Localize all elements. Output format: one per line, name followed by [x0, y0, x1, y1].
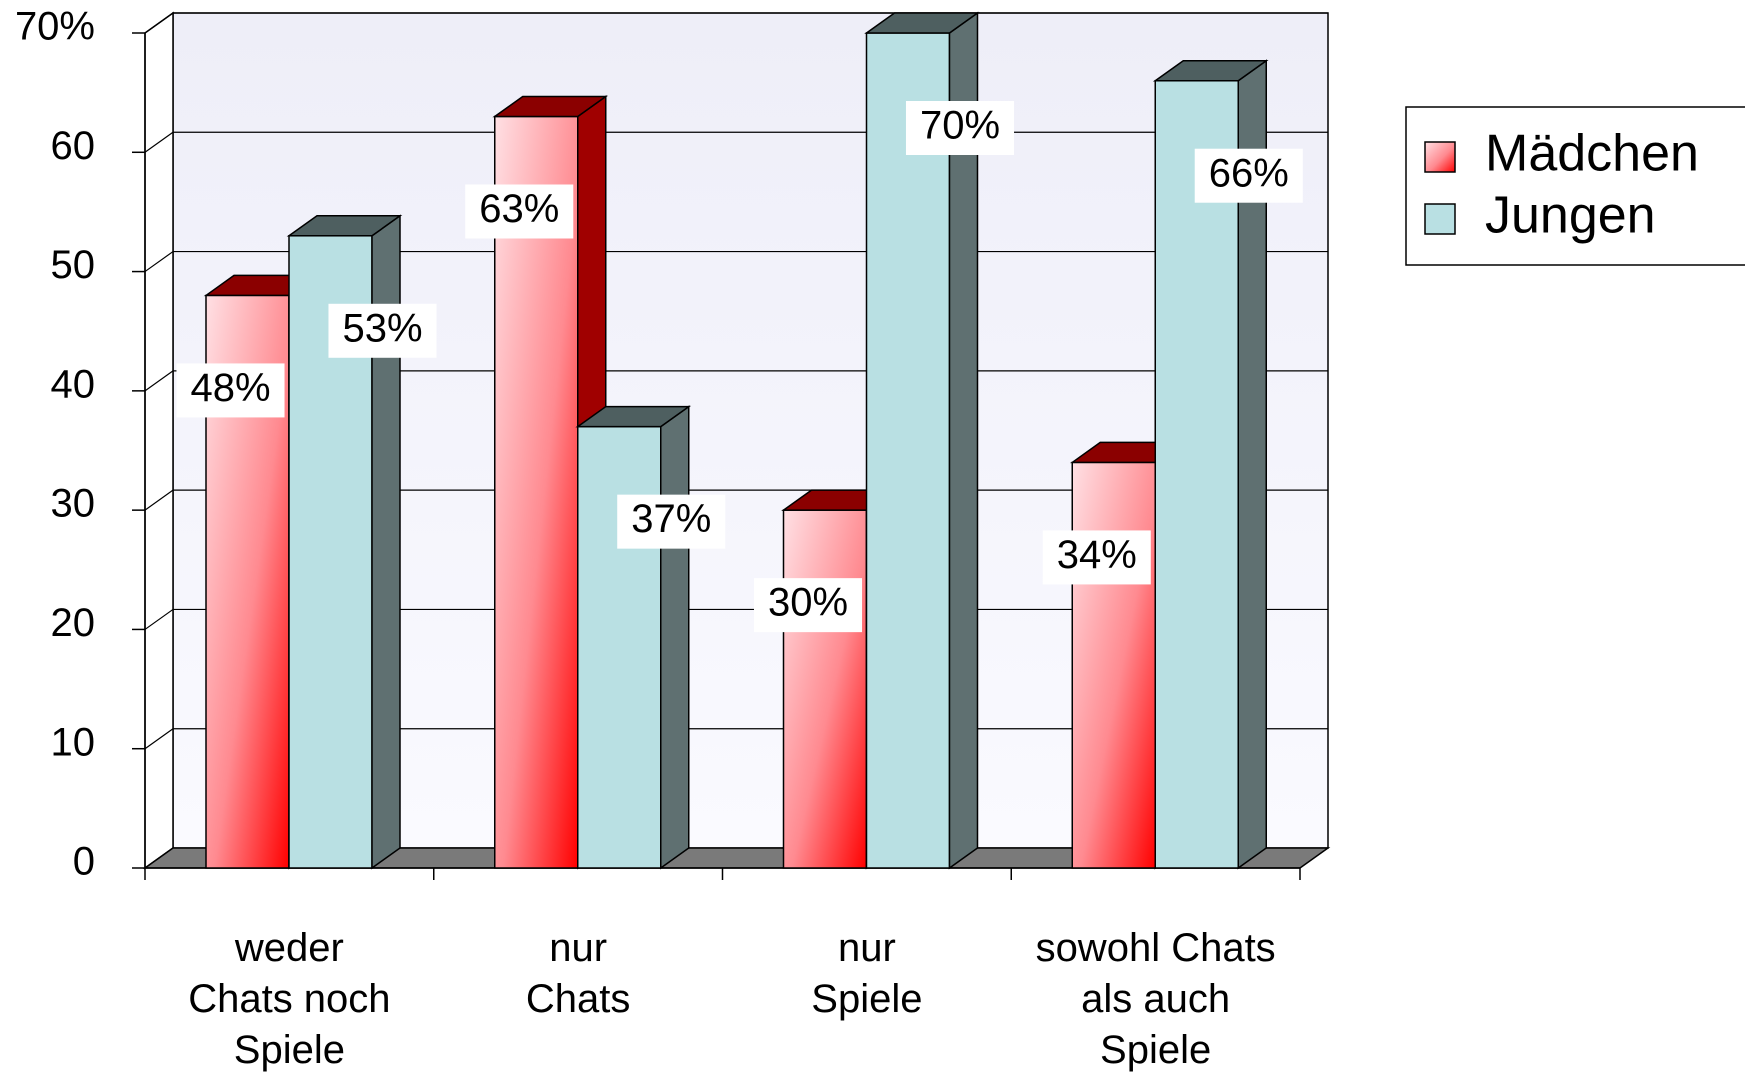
value-label: 63% [479, 187, 559, 231]
legend-label: Mädchen [1485, 125, 1699, 183]
grid-line [144, 370, 174, 392]
value-label: 70% [920, 104, 1000, 148]
value-label-box [328, 303, 437, 358]
x-tick-label: weder Chats noch Spiele [188, 926, 390, 1072]
x-tick-label: nur Chats [526, 926, 631, 1021]
y-tick-label: 50 [51, 243, 96, 287]
x-tick-label: nur Spiele [811, 926, 922, 1021]
value-label-box [465, 184, 574, 239]
y-tick-label: 20 [51, 601, 96, 645]
grid-line [144, 12, 174, 34]
bar-top [1152, 59, 1269, 82]
bar [865, 32, 951, 869]
y-tick-label: 10 [51, 720, 96, 764]
grid-line [144, 728, 174, 750]
bar-3d [1152, 59, 1269, 870]
legend-swatch [1424, 141, 1456, 173]
grid-line [144, 489, 174, 511]
legend-swatch [1424, 203, 1456, 235]
bar [1154, 79, 1239, 869]
y-tick-label: 30 [51, 482, 96, 526]
bar-top [575, 405, 692, 428]
legend-label: Jungen [1485, 187, 1656, 245]
side-wall [144, 11, 174, 870]
bar [577, 425, 662, 869]
bar-top [286, 215, 403, 237]
value-label-box [905, 101, 1015, 155]
bar-top [864, 12, 980, 34]
value-label-box [176, 363, 285, 418]
grid-line [144, 251, 174, 273]
y-tick-label: 70% [15, 5, 95, 49]
value-label-box [1042, 530, 1151, 585]
value-label: 53% [342, 306, 422, 350]
value-label: 30% [768, 581, 848, 625]
y-tick-label: 60 [51, 124, 96, 168]
y-tick-label: 40 [51, 362, 96, 406]
bar [782, 509, 868, 869]
value-label: 37% [631, 497, 711, 541]
bar-top [492, 95, 609, 118]
bar [1071, 461, 1156, 869]
value-label: 66% [1209, 151, 1289, 195]
value-label-box [753, 578, 863, 633]
grid-line [144, 608, 174, 630]
bar-3d [864, 11, 980, 870]
value-label: 34% [1057, 533, 1137, 577]
grid-line [144, 131, 174, 153]
y-tick-label: 0 [73, 840, 95, 884]
value-label: 48% [190, 366, 270, 410]
x-tick-label: sowohl Chats als auch Spiele [1036, 926, 1276, 1072]
legend-box [1405, 106, 1745, 266]
bar-side [660, 405, 690, 870]
bar-3d [575, 405, 692, 870]
value-label-box [1194, 148, 1303, 203]
value-label-box [617, 494, 726, 549]
